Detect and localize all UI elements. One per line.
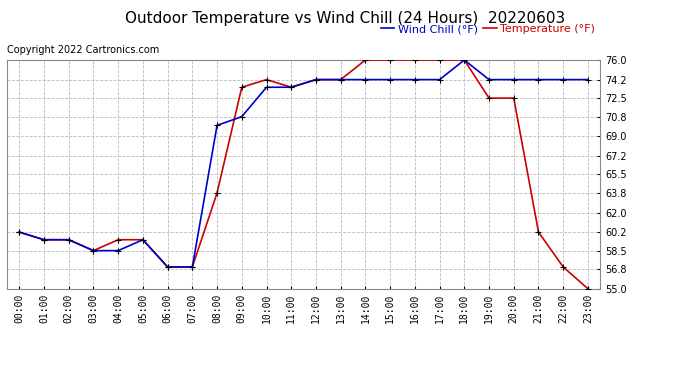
Text: Outdoor Temperature vs Wind Chill (24 Hours)  20220603: Outdoor Temperature vs Wind Chill (24 Ho…: [125, 11, 565, 26]
Text: Copyright 2022 Cartronics.com: Copyright 2022 Cartronics.com: [7, 45, 159, 55]
Legend: Wind Chill (°F), Temperature (°F): Wind Chill (°F), Temperature (°F): [381, 24, 595, 34]
